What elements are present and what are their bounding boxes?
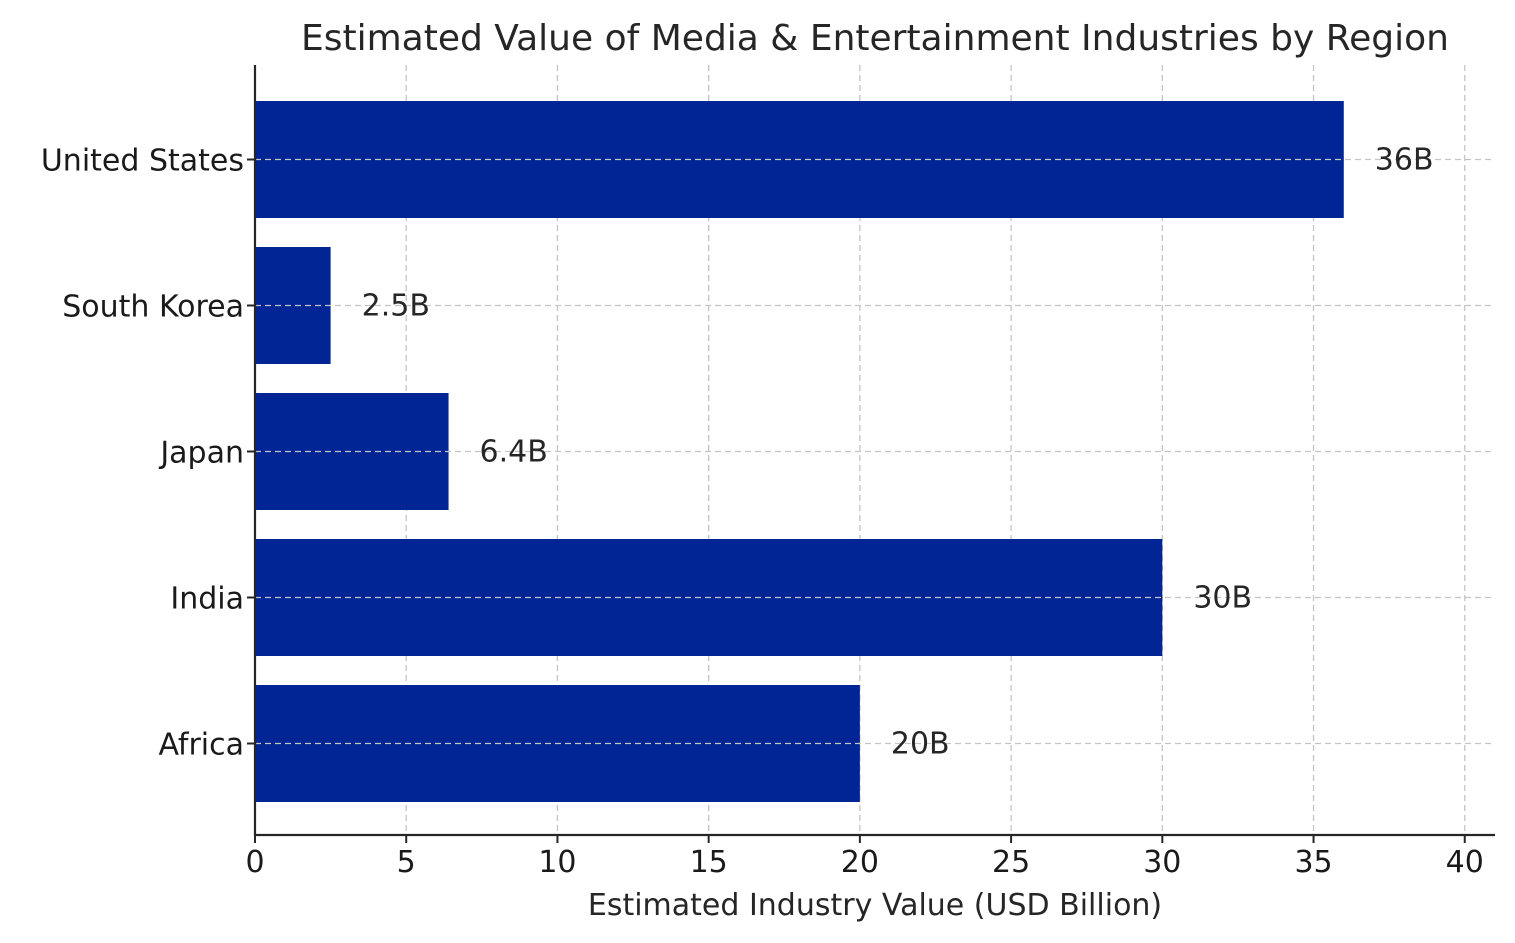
x-tick-label: 20 (841, 845, 879, 880)
bar-value-label: 36B (1375, 143, 1434, 178)
x-tick-label: 0 (245, 845, 264, 880)
bar-value-label: 20B (891, 727, 950, 762)
y-tick-label: India (170, 582, 244, 617)
x-tick-label: 10 (538, 845, 576, 880)
x-tick-label: 15 (690, 845, 728, 880)
x-axis-title: Estimated Industry Value (USD Billion) (588, 888, 1162, 923)
x-tick-label: 25 (992, 845, 1030, 880)
y-tick-label: Japan (158, 436, 244, 471)
data-labels: 36B 2.5B 6.4B 30B 20B (255, 143, 1495, 762)
chart-title: Estimated Value of Media & Entertainment… (301, 18, 1449, 59)
bar-value-label: 30B (1193, 581, 1252, 616)
x-tick-label: 40 (1446, 845, 1484, 880)
y-tick-label: South Korea (62, 290, 244, 325)
x-tick-label: 5 (397, 845, 416, 880)
bar-value-label: 6.4B (480, 435, 548, 470)
bar-value-label: 2.5B (362, 289, 430, 324)
y-tick-label: United States (41, 144, 244, 179)
y-tick-label: Africa (158, 728, 244, 763)
x-tick-label: 30 (1143, 845, 1181, 880)
axes: United States South Korea Japan India Africa… (41, 65, 1495, 880)
x-tick-label: 35 (1294, 845, 1332, 880)
